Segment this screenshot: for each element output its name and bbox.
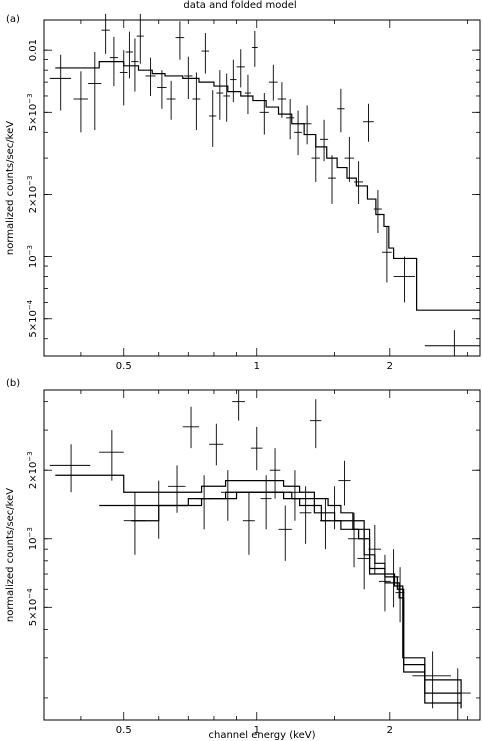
y-tick-label: 10−3 — [26, 245, 39, 268]
data-point — [216, 70, 224, 120]
model-step-line — [55, 61, 480, 311]
data-point — [337, 88, 345, 133]
data-point — [354, 161, 364, 204]
data-point — [244, 74, 251, 115]
data-point — [87, 51, 102, 131]
y-tick-label: 2×10−3 — [26, 451, 39, 489]
data-point — [192, 72, 201, 131]
data-point — [381, 226, 392, 283]
figure-title: data and folded model — [183, 0, 296, 11]
data-point — [136, 13, 144, 64]
y-tick-label: 10−3 — [26, 527, 39, 550]
data-point — [131, 38, 139, 92]
data-point — [196, 475, 212, 530]
data-point — [251, 30, 258, 67]
data-point — [328, 486, 341, 530]
data-point — [393, 256, 415, 303]
data-point — [223, 73, 231, 122]
data-point — [49, 444, 91, 493]
data-point — [242, 492, 255, 555]
data-point — [119, 50, 128, 106]
model-step-line — [131, 491, 462, 709]
plot-frame — [43, 389, 481, 721]
y-tick-label: 5×10−4 — [26, 299, 39, 337]
data-point — [123, 492, 146, 555]
model-step-line — [55, 474, 462, 694]
plot-frame — [43, 19, 481, 357]
y-tick-label: 5×10−4 — [26, 588, 39, 626]
data-point — [278, 505, 292, 561]
panel-label: (a) — [6, 14, 20, 25]
y-tick-label: 2×10−3 — [26, 176, 39, 214]
data-point — [338, 460, 351, 506]
data-point — [230, 59, 237, 103]
x-tick-label: 0.5 — [116, 725, 132, 736]
data-point — [277, 82, 287, 118]
data-point — [348, 512, 360, 568]
data-point — [101, 13, 110, 54]
data-point — [232, 390, 245, 421]
x-tick-label: 2 — [387, 725, 393, 736]
data-point — [363, 103, 374, 142]
data-point — [209, 90, 217, 147]
y-tick-label: 5×10−3 — [26, 93, 39, 131]
data-point — [157, 70, 167, 109]
x-tick-label: 1 — [254, 361, 260, 372]
y-axis-label: normalized counts/sec/keV — [5, 121, 16, 255]
data-point — [286, 99, 295, 140]
data-point — [236, 49, 245, 88]
data-point — [221, 470, 235, 521]
panel-label: (b) — [6, 378, 20, 389]
data-point — [99, 430, 124, 481]
data-point — [260, 475, 272, 530]
data-point — [268, 64, 278, 101]
data-point — [209, 423, 224, 466]
data-point — [49, 54, 72, 111]
panel-b: (b) 0.5 1 2 5×10−4 10−3 2×10−3 normalized count… — [5, 378, 481, 741]
data-point — [424, 330, 480, 356]
data-point — [319, 119, 329, 162]
panel-a: (a) 0.5 1 2 5×10−4 10−3 2×10−3 5×10−3 0.01 normal… — [5, 13, 481, 372]
data-point — [288, 470, 302, 521]
data-point — [299, 486, 312, 544]
data-point — [125, 31, 134, 79]
x-tick-label: 0.5 — [116, 361, 132, 372]
data-point — [250, 426, 263, 471]
data-point — [344, 136, 355, 182]
data-point — [175, 21, 185, 60]
data-point — [368, 524, 381, 575]
data-point — [294, 110, 302, 156]
data-point — [373, 190, 382, 234]
data-point — [328, 155, 336, 204]
data-point — [259, 93, 269, 135]
data-point — [182, 406, 199, 449]
x-tick-label: 1 — [254, 725, 260, 736]
y-tick-label: 0.01 — [28, 39, 39, 61]
x-tick-label: 2 — [387, 361, 393, 372]
data-point — [269, 448, 281, 499]
data-point — [166, 80, 176, 120]
data-point — [145, 57, 156, 96]
data-point — [73, 71, 88, 133]
data-point — [201, 33, 210, 74]
data-point — [310, 399, 322, 449]
y-axis-label: normalized counts/sec/keV — [5, 488, 16, 622]
x-axis-label: channel energy (keV) — [208, 730, 315, 741]
